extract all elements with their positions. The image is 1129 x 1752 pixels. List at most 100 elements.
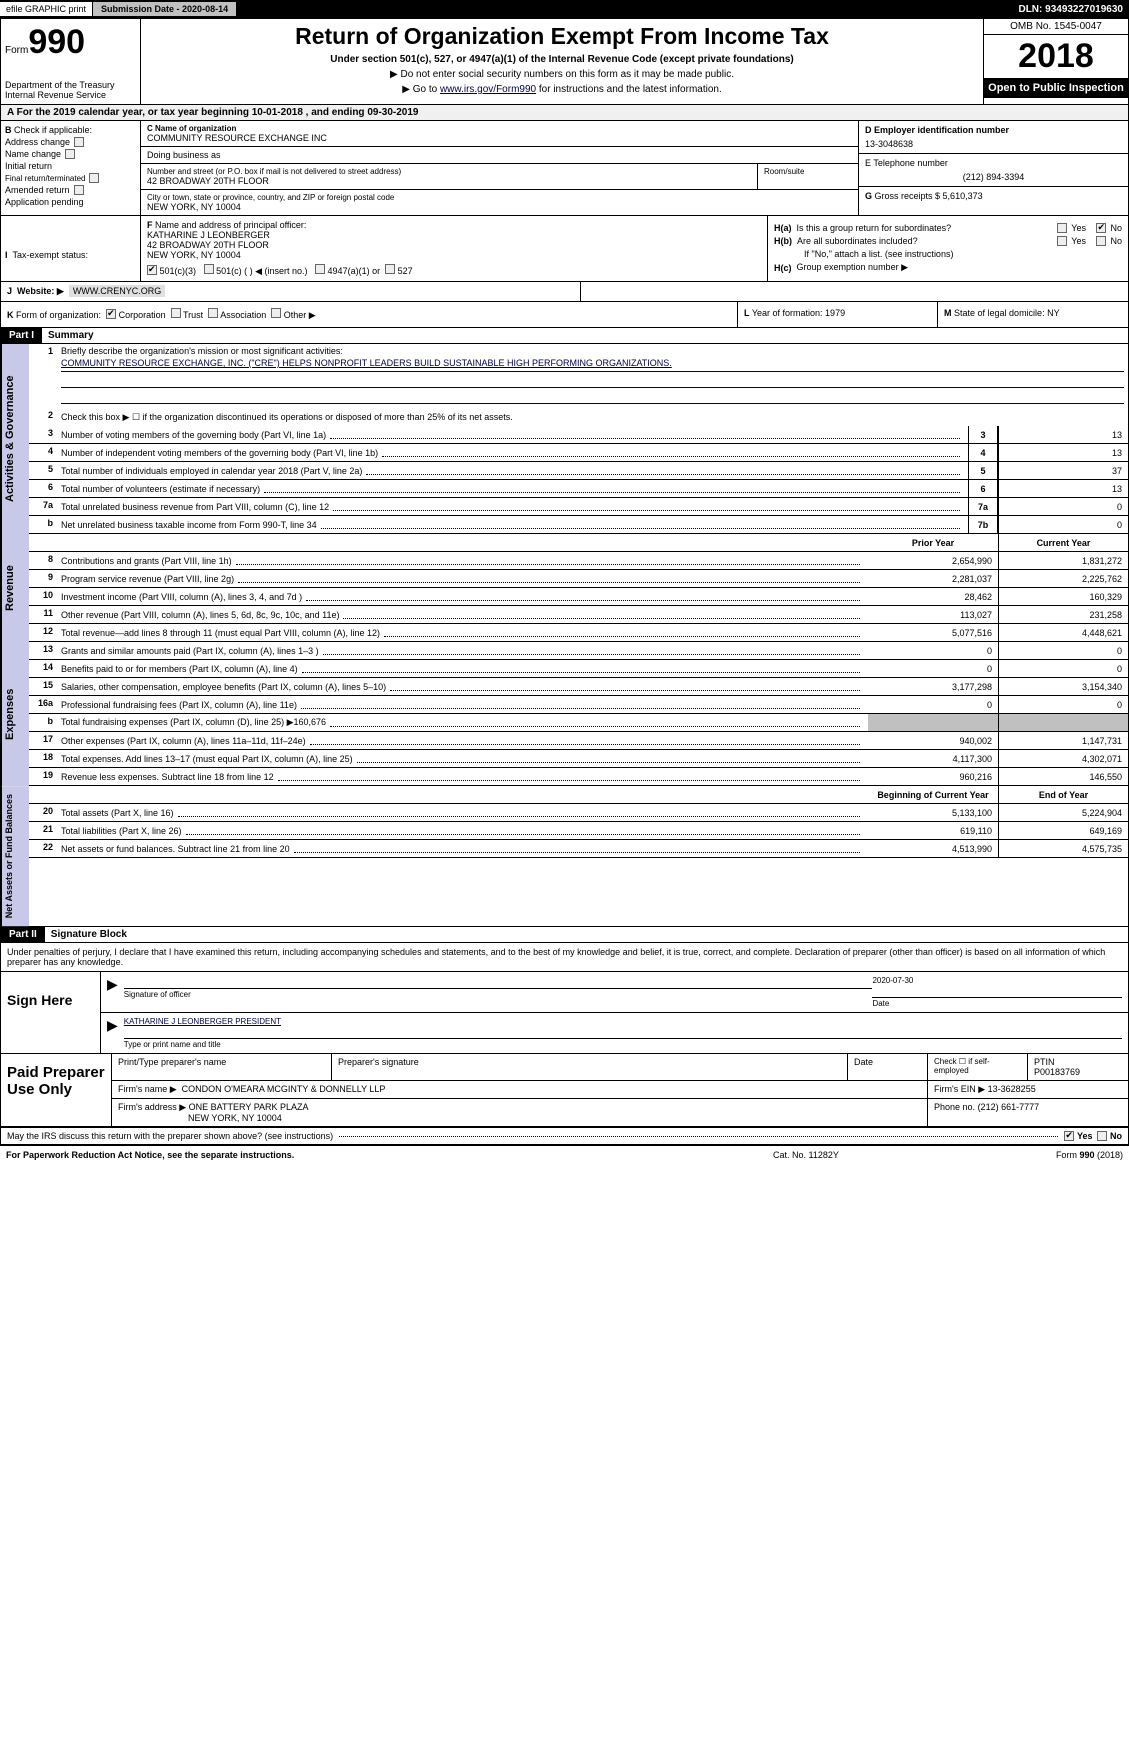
org-name: COMMUNITY RESOURCE EXCHANGE INC xyxy=(147,133,852,143)
section-d: D Employer identification number 13-3048… xyxy=(858,121,1128,215)
check-discuss-no[interactable] xyxy=(1097,1131,1107,1141)
col-begin-year: Beginning of Current Year xyxy=(868,786,998,803)
check-501c3[interactable] xyxy=(147,265,157,275)
table-row: 19 Revenue less expenses. Subtract line … xyxy=(29,768,1128,786)
table-row: 12 Total revenue—add lines 8 through 11 … xyxy=(29,624,1128,642)
table-row: 18 Total expenses. Add lines 13–17 (must… xyxy=(29,750,1128,768)
check-ha-no[interactable] xyxy=(1096,223,1106,233)
form-note-link: ▶ Go to www.irs.gov/Form990 for instruct… xyxy=(149,84,975,95)
dept-irs: Internal Revenue Service xyxy=(5,90,136,100)
row-l: L Year of formation: 1979 xyxy=(738,302,938,327)
table-row: b Total fundraising expenses (Part IX, c… xyxy=(29,714,1128,732)
form-ref: Form 990 (2018) xyxy=(973,1150,1123,1160)
row-k: K Form of organization: Corporation Trus… xyxy=(1,302,738,327)
open-to-public: Open to Public Inspection xyxy=(984,78,1128,98)
catalog-number: Cat. No. 11282Y xyxy=(773,1150,973,1160)
side-revenue: Revenue xyxy=(1,534,29,642)
dept-treasury: Department of the Treasury xyxy=(5,80,136,90)
table-row: 21 Total liabilities (Part X, line 26) 6… xyxy=(29,822,1128,840)
table-row: 22 Net assets or fund balances. Subtract… xyxy=(29,840,1128,858)
form-prefix: Form xyxy=(5,45,28,56)
part2-title: Signature Block xyxy=(45,927,133,942)
org-street: 42 BROADWAY 20TH FLOOR xyxy=(147,176,751,186)
check-527[interactable] xyxy=(385,264,395,274)
check-assoc[interactable] xyxy=(208,308,218,318)
col-current-year: Current Year xyxy=(998,534,1128,551)
form-number: 990 xyxy=(28,23,85,61)
table-row: b Net unrelated business taxable income … xyxy=(29,516,1128,534)
check-address-change[interactable] xyxy=(74,137,84,147)
table-row: 5 Total number of individuals employed i… xyxy=(29,462,1128,480)
perjury-text: Under penalties of perjury, I declare th… xyxy=(1,943,1128,972)
tax-year: 2018 xyxy=(984,35,1128,78)
sig-name: KATHARINE J LEONBERGER PRESIDENT xyxy=(124,1017,1122,1026)
form-subtitle: Under section 501(c), 527, or 4947(a)(1)… xyxy=(149,54,975,65)
table-row: 16a Professional fundraising fees (Part … xyxy=(29,696,1128,714)
section-b: B Check if applicable: Address change Na… xyxy=(1,121,141,215)
check-hb-yes[interactable] xyxy=(1057,236,1067,246)
table-row: 20 Total assets (Part X, line 16) 5,133,… xyxy=(29,804,1128,822)
ptin: P00183769 xyxy=(1034,1067,1080,1077)
side-governance: Activities & Governance xyxy=(1,344,29,534)
table-row: 11 Other revenue (Part VIII, column (A),… xyxy=(29,606,1128,624)
firm-phone: (212) 661-7777 xyxy=(978,1102,1040,1112)
table-row: 10 Investment income (Part VIII, column … xyxy=(29,588,1128,606)
firm-addr1: ONE BATTERY PARK PLAZA xyxy=(189,1102,309,1112)
check-corp[interactable] xyxy=(106,309,116,319)
check-501c[interactable] xyxy=(204,264,214,274)
row-j: J Website: ▶ WWW.CRENYC.ORG xyxy=(1,282,581,301)
check-hb-no[interactable] xyxy=(1096,236,1106,246)
check-other[interactable] xyxy=(271,308,281,318)
table-row: 13 Grants and similar amounts paid (Part… xyxy=(29,642,1128,660)
table-row: 17 Other expenses (Part IX, column (A), … xyxy=(29,732,1128,750)
firm-name: CONDON O'MEARA MCGINTY & DONNELLY LLP xyxy=(182,1084,386,1094)
irs-link[interactable]: www.irs.gov/Form990 xyxy=(440,84,536,95)
table-row: 9 Program service revenue (Part VIII, li… xyxy=(29,570,1128,588)
table-row: 3 Number of voting members of the govern… xyxy=(29,426,1128,444)
check-name-change[interactable] xyxy=(65,149,75,159)
section-f: F Name and address of principal officer:… xyxy=(141,216,768,281)
table-row: 6 Total number of volunteers (estimate i… xyxy=(29,480,1128,498)
table-row: 15 Salaries, other compensation, employe… xyxy=(29,678,1128,696)
check-trust[interactable] xyxy=(171,308,181,318)
line2-text: Check this box ▶ ☐ if the organization d… xyxy=(61,412,513,423)
discuss-text: May the IRS discuss this return with the… xyxy=(7,1131,333,1141)
top-bar: efile GRAPHIC print Submission Date - 20… xyxy=(0,0,1129,18)
part1-title: Summary xyxy=(42,328,100,343)
form-header: Form990 Department of the Treasury Inter… xyxy=(1,19,1128,105)
side-netassets: Net Assets or Fund Balances xyxy=(1,786,29,926)
col-end-year: End of Year xyxy=(998,786,1128,803)
paperwork-notice: For Paperwork Reduction Act Notice, see … xyxy=(6,1150,773,1160)
form-note-ssn: ▶ Do not enter social security numbers o… xyxy=(149,69,975,80)
website: WWW.CRENYC.ORG xyxy=(69,285,166,297)
table-row: 4 Number of independent voting members o… xyxy=(29,444,1128,462)
firm-addr2: NEW YORK, NY 10004 xyxy=(188,1113,282,1123)
check-4947[interactable] xyxy=(315,264,325,274)
org-city: NEW YORK, NY 10004 xyxy=(147,202,852,212)
part1-header: Part I xyxy=(1,328,42,343)
check-ha-yes[interactable] xyxy=(1057,223,1067,233)
submission-date: Submission Date - 2020-08-14 xyxy=(92,1,237,17)
table-row: 8 Contributions and grants (Part VIII, l… xyxy=(29,552,1128,570)
sig-date: 2020-07-30 xyxy=(872,976,1122,985)
ein: 13-3048638 xyxy=(865,139,1122,149)
firm-ein: 13-3628255 xyxy=(988,1084,1036,1094)
check-amended[interactable] xyxy=(74,185,84,195)
side-expenses: Expenses xyxy=(1,642,29,786)
section-h: H(a) Is this a group return for subordin… xyxy=(768,216,1128,281)
officer-name: KATHARINE J LEONBERGER xyxy=(147,230,270,240)
form-title: Return of Organization Exempt From Incom… xyxy=(149,23,975,50)
paid-preparer-label: Paid Preparer Use Only xyxy=(1,1054,111,1126)
check-final-return[interactable] xyxy=(89,173,99,183)
section-c: C Name of organization COMMUNITY RESOURC… xyxy=(141,121,858,215)
gross-receipts: Gross receipts $ 5,610,373 xyxy=(875,191,983,201)
omb-number: OMB No. 1545-0047 xyxy=(984,19,1128,35)
row-a-tax-year: A For the 2019 calendar year, or tax yea… xyxy=(1,105,1128,121)
col-prior-year: Prior Year xyxy=(868,534,998,551)
dln: DLN: 93493227019630 xyxy=(1018,4,1129,15)
table-row: 14 Benefits paid to or for members (Part… xyxy=(29,660,1128,678)
section-i-left: I Tax-exempt status: xyxy=(1,216,141,281)
mission-text: COMMUNITY RESOURCE EXCHANGE, INC. ("CRE"… xyxy=(61,358,1124,372)
check-discuss-yes[interactable] xyxy=(1064,1131,1074,1141)
part2-header: Part II xyxy=(1,927,45,942)
